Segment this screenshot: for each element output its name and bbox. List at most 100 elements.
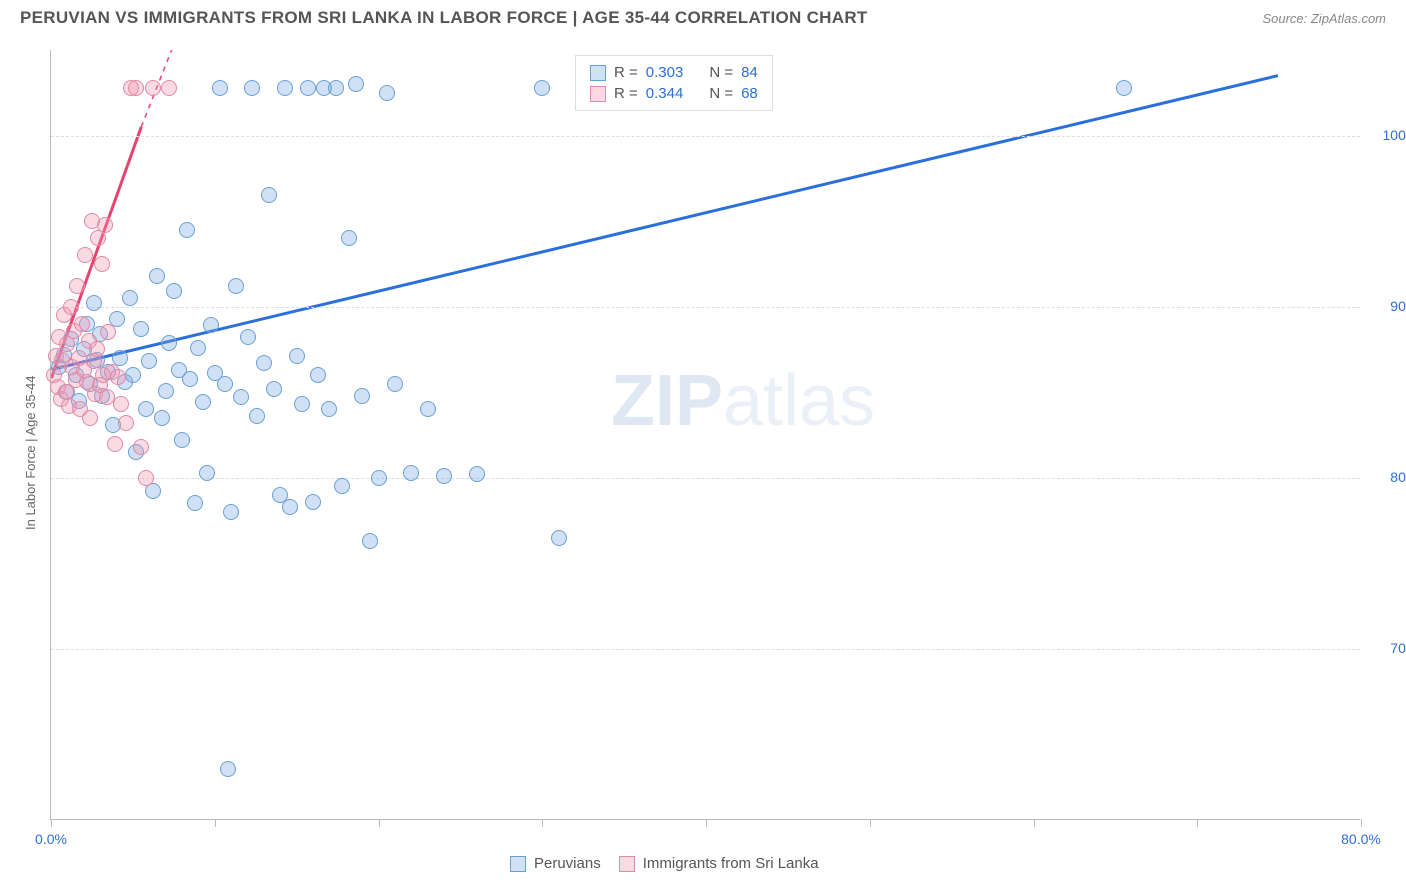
- chart-header: PERUVIAN VS IMMIGRANTS FROM SRI LANKA IN…: [0, 0, 1406, 32]
- scatter-point: [161, 335, 177, 351]
- stat-r-label: R =: [614, 85, 638, 102]
- scatter-point: [166, 283, 182, 299]
- scatter-point: [141, 353, 157, 369]
- scatter-point: [89, 341, 105, 357]
- scatter-point: [59, 336, 75, 352]
- scatter-point: [362, 533, 378, 549]
- scatter-point: [240, 329, 256, 345]
- y-axis-label: In Labor Force | Age 35-44: [23, 376, 38, 530]
- scatter-point: [128, 80, 144, 96]
- scatter-point: [86, 295, 102, 311]
- scatter-point: [74, 316, 90, 332]
- scatter-point: [133, 321, 149, 337]
- scatter-point: [266, 381, 282, 397]
- scatter-point: [97, 217, 113, 233]
- y-tick-label: 90.0%: [1370, 298, 1406, 314]
- scatter-point: [233, 389, 249, 405]
- scatter-point: [348, 76, 364, 92]
- scatter-point: [223, 504, 239, 520]
- legend-swatch: [619, 856, 635, 872]
- scatter-point: [63, 299, 79, 315]
- scatter-point: [107, 436, 123, 452]
- gridline-h: [51, 649, 1360, 650]
- chart-source: Source: ZipAtlas.com: [1262, 11, 1386, 26]
- scatter-point: [90, 230, 106, 246]
- scatter-point: [261, 187, 277, 203]
- bottom-legend-item: Peruvians: [510, 855, 601, 872]
- scatter-point: [371, 470, 387, 486]
- scatter-point: [182, 371, 198, 387]
- scatter-point: [154, 410, 170, 426]
- watermark-light: atlas: [723, 361, 875, 441]
- scatter-point: [138, 470, 154, 486]
- scatter-point: [551, 530, 567, 546]
- x-tick-mark: [542, 819, 543, 827]
- x-tick-label: 80.0%: [1331, 831, 1391, 847]
- stat-n-label: N =: [709, 64, 733, 81]
- scatter-point: [82, 410, 98, 426]
- scatter-point: [174, 432, 190, 448]
- x-tick-mark: [706, 819, 707, 827]
- gridline-h: [51, 136, 1360, 137]
- scatter-point: [277, 80, 293, 96]
- scatter-point: [110, 369, 126, 385]
- bottom-legend-label: Immigrants from Sri Lanka: [643, 855, 819, 872]
- scatter-point: [125, 367, 141, 383]
- stats-legend-row: R = 0.344 N = 68: [590, 83, 758, 104]
- scatter-point: [244, 80, 260, 96]
- legend-swatch: [590, 65, 606, 81]
- scatter-point: [94, 256, 110, 272]
- scatter-point: [420, 401, 436, 417]
- scatter-point: [190, 340, 206, 356]
- scatter-point: [138, 401, 154, 417]
- chart-title: PERUVIAN VS IMMIGRANTS FROM SRI LANKA IN…: [20, 8, 868, 28]
- scatter-point: [341, 230, 357, 246]
- x-tick-mark: [870, 819, 871, 827]
- stat-n-value: 68: [741, 85, 758, 102]
- bottom-legend-item: Immigrants from Sri Lanka: [619, 855, 819, 872]
- stats-legend-row: R =0.303N =84: [590, 62, 758, 83]
- scatter-point: [310, 367, 326, 383]
- trend-lines-layer: [51, 50, 1360, 819]
- scatter-point: [328, 80, 344, 96]
- scatter-point: [149, 268, 165, 284]
- stat-n-value: 84: [741, 64, 758, 81]
- stats-legend-box: R = 0.303 N = 84 R = 0.344 N = 68: [575, 55, 773, 111]
- scatter-point: [212, 80, 228, 96]
- scatter-point: [469, 466, 485, 482]
- scatter-point: [220, 761, 236, 777]
- x-tick-mark: [51, 819, 52, 827]
- scatter-point: [534, 80, 550, 96]
- gridline-h: [51, 478, 1360, 479]
- scatter-point: [145, 80, 161, 96]
- x-tick-mark: [1197, 819, 1198, 827]
- stat-n-label: N =: [709, 85, 733, 102]
- scatter-point: [145, 483, 161, 499]
- scatter-point: [161, 80, 177, 96]
- x-tick-mark: [1034, 819, 1035, 827]
- stat-r-value: 0.303: [646, 64, 684, 81]
- x-tick-mark: [1361, 819, 1362, 827]
- scatter-point: [187, 495, 203, 511]
- scatter-point: [118, 415, 134, 431]
- scatter-point: [179, 222, 195, 238]
- legend-swatch: [510, 856, 526, 872]
- scatter-point: [122, 290, 138, 306]
- scatter-point: [1116, 80, 1132, 96]
- scatter-point: [282, 499, 298, 515]
- watermark: ZIPatlas: [611, 360, 875, 442]
- scatter-point: [199, 465, 215, 481]
- watermark-bold: ZIP: [611, 361, 723, 441]
- scatter-point: [256, 355, 272, 371]
- scatter-point: [334, 478, 350, 494]
- scatter-point: [387, 376, 403, 392]
- scatter-point: [294, 396, 310, 412]
- x-tick-label: 0.0%: [21, 831, 81, 847]
- scatter-point: [249, 408, 265, 424]
- scatter-point: [77, 247, 93, 263]
- trend-line: [51, 76, 1278, 370]
- scatter-point: [217, 376, 233, 392]
- scatter-point: [300, 80, 316, 96]
- stat-r-value: 0.344: [646, 85, 684, 102]
- scatter-point: [436, 468, 452, 484]
